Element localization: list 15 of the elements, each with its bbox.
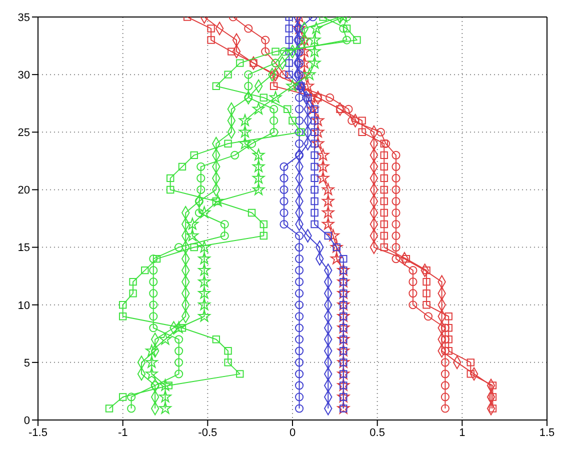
y-tick-label: 5: [24, 357, 30, 370]
y-tick-label: 35: [18, 12, 30, 24]
y-tick-label: 30: [18, 69, 30, 82]
x-tick-label: 0.5: [370, 426, 385, 439]
y-tick-label: 15: [18, 242, 30, 254]
y-tick-label: 10: [18, 300, 30, 312]
x-tick-label: 1: [459, 426, 466, 439]
y-tick-label: 25: [18, 127, 30, 140]
x-tick-label: -0.5: [198, 426, 218, 439]
x-tick-label: 0: [289, 426, 296, 439]
x-tick-label: -1: [118, 426, 128, 439]
x-tick-label: 1.5: [539, 426, 555, 439]
x-tick-label: -1.5: [28, 426, 48, 439]
y-tick-label: 20: [18, 184, 30, 197]
y-tick-label: 0: [24, 414, 30, 427]
